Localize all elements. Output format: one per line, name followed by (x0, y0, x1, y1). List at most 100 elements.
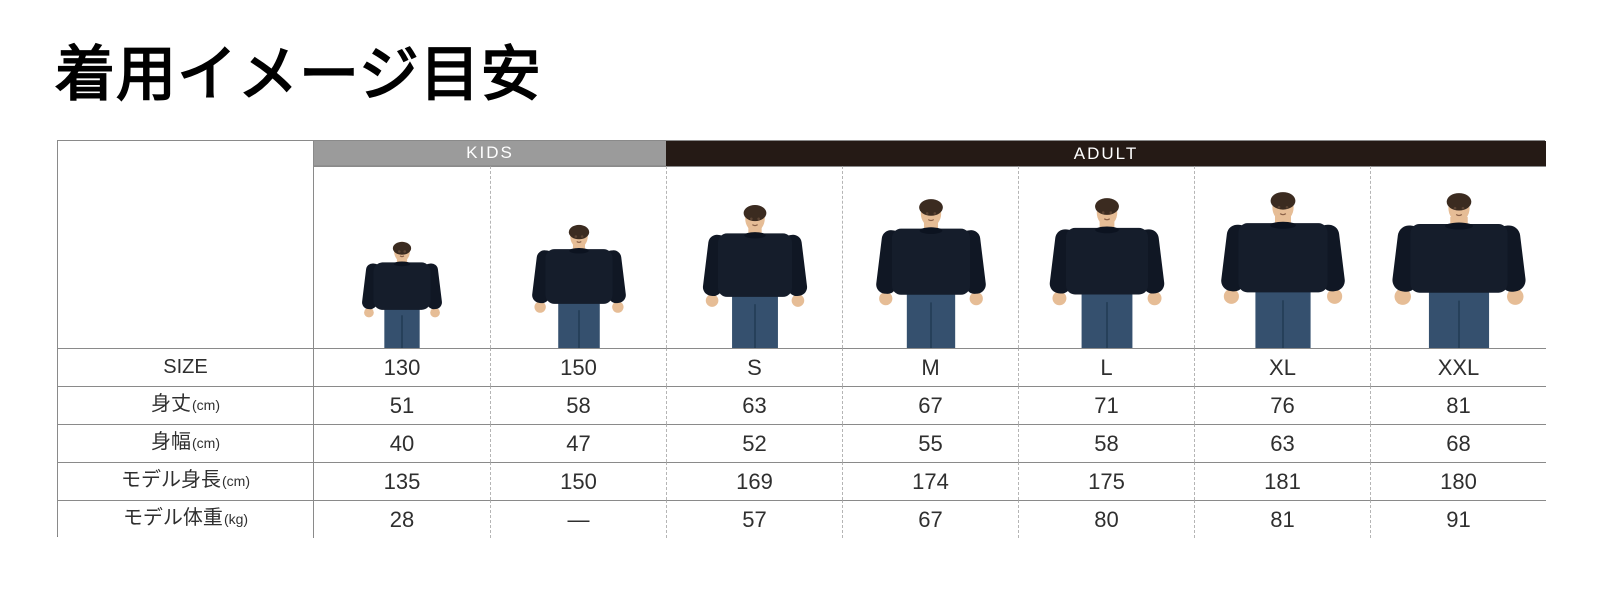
measure-value: 91 (1446, 506, 1471, 532)
size-value: XL (1269, 354, 1296, 380)
measure-label-unit: (cm) (192, 397, 220, 413)
measure-value: 76 (1270, 392, 1295, 418)
measure-cell: 150 (490, 462, 666, 500)
size-value: 130 (383, 354, 421, 380)
model-photo-150 (490, 166, 666, 348)
size-cell-XXL: XXL (1370, 348, 1546, 386)
model-photo-S (666, 166, 842, 348)
measure-value: 67 (918, 392, 943, 418)
model-photo-XXL (1370, 166, 1546, 348)
measure-row-label: 身幅 (cm) (58, 424, 314, 462)
model-photo-M (842, 166, 1018, 348)
size-value: 150 (560, 354, 597, 380)
size-row-label: SIZE (58, 348, 314, 386)
measure-value: 58 (1094, 430, 1119, 456)
model-photo-130 (314, 166, 490, 348)
photo-row-label-cell (58, 166, 314, 348)
measure-cell: 57 (666, 500, 842, 538)
measure-value: 150 (560, 468, 597, 494)
model-figure (1220, 192, 1345, 348)
measure-value: 55 (918, 430, 943, 456)
measure-cell: 40 (314, 424, 490, 462)
measure-value: 67 (918, 506, 943, 532)
size-value: M (921, 354, 940, 380)
measure-label-text: 身幅 (151, 431, 191, 453)
measure-cell: 175 (1018, 462, 1194, 500)
measure-label-text: モデル身長 (121, 469, 221, 491)
measure-value: 57 (742, 506, 767, 532)
measure-cell: 80 (1018, 500, 1194, 538)
measure-cell: 81 (1194, 500, 1370, 538)
measure-row-label: モデル身長 (cm) (58, 462, 314, 500)
adult-group-header: ADULT (666, 141, 1546, 166)
page-title: 着用イメージ目安 (55, 41, 542, 108)
model-figure (875, 199, 986, 348)
measure-cell: 28 (314, 500, 490, 538)
measure-row-label: 身丈 (cm) (58, 386, 314, 424)
measure-cell: 67 (842, 500, 1018, 538)
measure-cell: 169 (666, 462, 842, 500)
model-figure (702, 205, 807, 348)
measure-value: 81 (1270, 506, 1295, 532)
model-figure (1049, 198, 1164, 348)
measure-row-label: モデル体重 (kg) (58, 500, 314, 538)
measure-value: 71 (1094, 392, 1119, 418)
measure-cell: 67 (842, 386, 1018, 424)
size-cell-130: 130 (314, 348, 490, 386)
measure-value: 180 (1440, 468, 1477, 494)
measure-label-unit: (cm) (222, 473, 250, 489)
measure-value: 63 (1270, 430, 1295, 456)
size-value: S (747, 354, 762, 380)
measure-cell: 47 (490, 424, 666, 462)
measure-cell: 135 (314, 462, 490, 500)
measure-cell: 58 (490, 386, 666, 424)
size-cell-XL: XL (1194, 348, 1370, 386)
size-row-label-text: SIZE (163, 356, 208, 378)
measure-cell: 55 (842, 424, 1018, 462)
size-cell-M: M (842, 348, 1018, 386)
measure-cell: — (490, 500, 666, 538)
measure-cell: 91 (1370, 500, 1546, 538)
measure-cell: 63 (666, 386, 842, 424)
size-cell-150: 150 (490, 348, 666, 386)
measure-value: 28 (389, 506, 415, 532)
measure-cell: 68 (1370, 424, 1546, 462)
measure-cell: 71 (1018, 386, 1194, 424)
measure-value: 47 (566, 430, 591, 456)
measure-value: 58 (566, 392, 591, 418)
measure-value: 81 (1446, 392, 1471, 418)
size-chart-table: KIDS ADULT SIZE 130 150 S M L XL XXL 身丈 (cm) 51 58 6… (57, 140, 1546, 538)
measure-cell: 58 (1018, 424, 1194, 462)
measure-value: 52 (742, 430, 767, 456)
measure-value: 135 (383, 468, 421, 494)
measure-label-unit: (kg) (223, 511, 249, 527)
measure-cell: 51 (314, 386, 490, 424)
size-value: L (1100, 354, 1113, 380)
measure-value: 51 (389, 392, 415, 418)
measure-value: 40 (389, 430, 415, 456)
size-cell-L: L (1018, 348, 1194, 386)
measure-label-unit: (cm) (192, 435, 220, 451)
measure-value: 181 (1264, 468, 1301, 494)
measure-cell: 174 (842, 462, 1018, 500)
model-figure (531, 224, 626, 348)
measure-value: 68 (1446, 430, 1471, 456)
measure-value: 63 (742, 392, 767, 418)
measure-cell: 81 (1370, 386, 1546, 424)
measure-value: — (567, 506, 590, 532)
measure-cell: 181 (1194, 462, 1370, 500)
measure-value: 174 (912, 468, 949, 494)
size-value: XXL (1437, 354, 1480, 380)
model-photo-L (1018, 166, 1194, 348)
corner-cell (58, 141, 314, 166)
measure-cell: 63 (1194, 424, 1370, 462)
model-photo-XL (1194, 166, 1370, 348)
model-figure (1391, 193, 1526, 348)
measure-cell: 180 (1370, 462, 1546, 500)
measure-label-text: モデル体重 (122, 507, 223, 529)
kids-group-header: KIDS (314, 141, 666, 166)
size-cell-S: S (666, 348, 842, 386)
measure-value: 80 (1094, 506, 1119, 532)
measure-label-text: 身丈 (151, 393, 191, 415)
measure-cell: 52 (666, 424, 842, 462)
